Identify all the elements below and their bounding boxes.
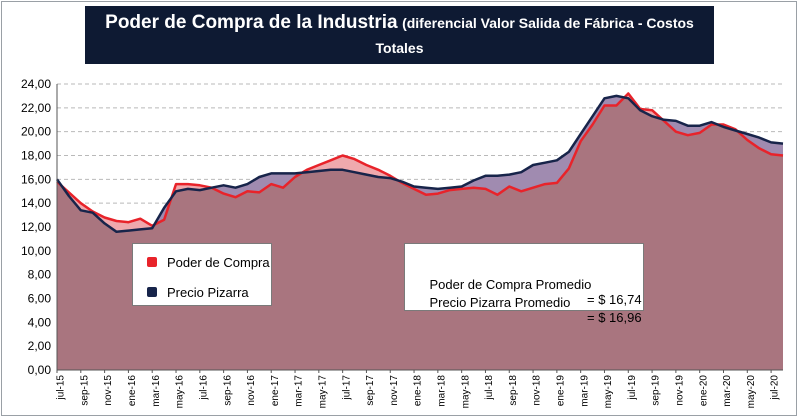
x-tick-label: nov-17 bbox=[389, 375, 400, 406]
x-tick-label: may-20 bbox=[746, 375, 757, 409]
x-tick-label: ene-18 bbox=[413, 375, 424, 407]
y-tick-label: 6,00 bbox=[28, 292, 52, 306]
y-tick-label: 4,00 bbox=[28, 315, 52, 329]
x-tick-label: mar-17 bbox=[294, 375, 305, 407]
x-tick-label: sep-19 bbox=[651, 375, 662, 406]
x-tick-label: may-17 bbox=[317, 375, 328, 409]
y-axis: 0,00 2,00 4,00 6,00 8,00 10,00 12,00 14,00 16,00… bbox=[21, 77, 783, 377]
title-part-4: y Precio al Productor, bbox=[315, 62, 511, 83]
y-tick-label: 18,00 bbox=[21, 149, 51, 163]
chart-title: Poder de Compra de la Industria (diferen… bbox=[85, 6, 714, 83]
x-tick-label: jul-20 bbox=[770, 375, 781, 401]
stat-poder-label: Poder de Compra Promedio bbox=[429, 277, 592, 292]
x-tick-label: nov-18 bbox=[532, 375, 543, 406]
title-part-3: sin Materia Prima Leche) bbox=[146, 65, 311, 81]
y-tick-label: 20,00 bbox=[21, 125, 51, 139]
title-part-2: (diferencial Valor Salida de Fábrica - C… bbox=[375, 15, 694, 56]
x-tick-label: mar-16 bbox=[151, 375, 162, 407]
title-part-5: actualizados por IPC bbox=[515, 65, 653, 81]
x-tick-label: ene-17 bbox=[270, 375, 281, 407]
legend-swatch-poder bbox=[147, 257, 157, 267]
y-tick-label: 12,00 bbox=[21, 220, 51, 234]
x-tick-label: sep-17 bbox=[365, 375, 376, 406]
legend: Poder de Compra Precio Pizarra bbox=[132, 243, 272, 306]
stat-poder-value: = $ 16,74 bbox=[587, 292, 642, 307]
averages-box: Poder de Compra Promedio = $ 16,74 Preci… bbox=[404, 243, 644, 325]
y-tick-label: 2,00 bbox=[28, 339, 52, 353]
x-tick-label: jul-18 bbox=[484, 375, 495, 401]
y-tick-label: 0,00 bbox=[28, 363, 52, 377]
x-tick-label: mar-20 bbox=[722, 375, 733, 407]
line-precio-pizarra bbox=[55, 94, 784, 234]
stat-pizarra-label: Precio Pizarra Promedio bbox=[429, 295, 571, 310]
stat-pizarra-value: = $ 16,96 bbox=[587, 310, 642, 325]
x-axis: jul-15 sep-15 nov-15 ene-16 mar-16 may-16 jul-… bbox=[56, 370, 781, 408]
legend-swatch-pizarra bbox=[147, 287, 157, 297]
x-tick-label: jul-17 bbox=[341, 375, 352, 401]
x-tick-label: ene-20 bbox=[698, 375, 709, 407]
x-tick-label: nov-16 bbox=[246, 375, 257, 406]
x-tick-label: may-18 bbox=[460, 375, 471, 409]
y-tick-label: 16,00 bbox=[21, 172, 51, 186]
legend-item-poder: Poder de Compra bbox=[147, 254, 270, 270]
stat-poder: Poder de Compra Promedio = $ 16,74 bbox=[415, 262, 641, 322]
y-tick-label: 8,00 bbox=[28, 268, 52, 282]
x-tick-label: sep-18 bbox=[508, 375, 519, 406]
x-tick-label: mar-19 bbox=[579, 375, 590, 407]
stat-pizarra: Precio Pizarra Promedio = $ 16,96 bbox=[415, 280, 641, 340]
x-tick-label: mar-18 bbox=[436, 375, 447, 407]
x-tick-label: jul-16 bbox=[198, 375, 209, 401]
x-tick-label: nov-19 bbox=[675, 375, 686, 406]
legend-label-pizarra: Precio Pizarra bbox=[167, 284, 249, 300]
x-tick-label: jul-19 bbox=[627, 375, 638, 401]
y-tick-label: 10,00 bbox=[21, 244, 51, 258]
legend-label-poder: Poder de Compra bbox=[167, 254, 270, 270]
x-tick-label: jul-15 bbox=[56, 375, 67, 401]
x-tick-label: ene-19 bbox=[556, 375, 567, 407]
x-tick-label: sep-15 bbox=[79, 375, 90, 406]
x-tick-label: may-16 bbox=[175, 375, 186, 409]
y-tick-label: 22,00 bbox=[21, 101, 51, 115]
x-tick-label: nov-15 bbox=[103, 375, 114, 406]
x-tick-label: may-19 bbox=[603, 375, 614, 409]
y-tick-label: 24,00 bbox=[21, 77, 51, 91]
legend-item-pizarra: Precio Pizarra bbox=[147, 284, 249, 300]
title-part-1: Poder de Compra de la Industria bbox=[105, 12, 398, 33]
x-tick-label: sep-16 bbox=[222, 375, 233, 406]
y-tick-label: 14,00 bbox=[21, 196, 51, 210]
x-tick-label: ene-16 bbox=[127, 375, 138, 407]
